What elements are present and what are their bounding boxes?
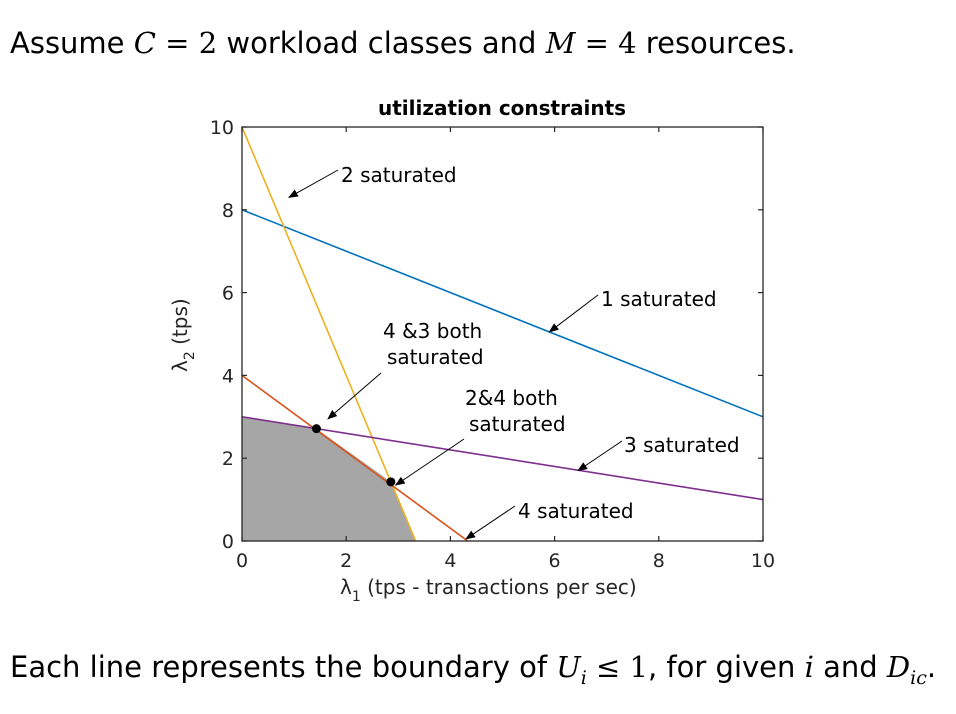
y-tick-label: 6 <box>222 283 234 305</box>
boundary-sentence: Each line represents the boundary of Ui … <box>10 650 937 689</box>
y-tick-label: 10 <box>210 117 234 139</box>
x-tick-label: 2 <box>340 550 352 572</box>
y-tick-label: 2 <box>222 448 234 470</box>
plot-frame <box>241 126 764 542</box>
annotation-text: 3 saturated <box>624 433 740 457</box>
annotation-arrow <box>465 505 516 540</box>
y-axis-label: λ2 (tps) <box>168 298 198 372</box>
annotation-arrow <box>548 294 599 333</box>
y-tick-label: 4 <box>222 365 234 387</box>
feasible-region <box>242 416 416 541</box>
ann-4-saturated: 4 saturated <box>465 499 634 540</box>
x-tick-label: 6 <box>549 550 561 572</box>
x-tick-label: 8 <box>653 550 665 572</box>
annotation-arrow <box>327 372 382 420</box>
annotation-text: 2 saturated <box>341 163 457 187</box>
x-axis-label: λ1 (tps - transactions per sec) <box>340 575 637 605</box>
ann-3-saturated: 3 saturated <box>577 433 740 472</box>
chart-title: utilization constraints <box>378 96 626 120</box>
y-tick-label: 8 <box>222 200 234 222</box>
annotation-text: 2&4 both <box>465 386 558 410</box>
constraint-line3 <box>242 416 763 501</box>
annotation-text: saturated <box>469 412 566 436</box>
x-tick-label: 10 <box>751 550 775 572</box>
constraint-line2 <box>242 127 417 541</box>
annotation-arrow <box>288 169 339 198</box>
ann-2-saturated: 2 saturated <box>288 163 457 198</box>
annotation-text: 1 saturated <box>601 287 717 311</box>
intersection-point <box>311 424 321 434</box>
intro-sentence: Assume C = 2 workload classes and M = 4 … <box>10 26 796 60</box>
annotation-text: 4 &3 both <box>383 319 482 343</box>
intersection-point <box>386 477 396 487</box>
annotation-arrow <box>577 440 623 472</box>
annotation-arrow <box>394 438 465 486</box>
constraint-line4 <box>242 374 469 541</box>
x-tick-label: 0 <box>236 550 248 572</box>
ann-1-saturated: 1 saturated <box>548 287 717 333</box>
y-tick-label: 0 <box>222 531 234 553</box>
x-tick-label: 4 <box>444 550 456 572</box>
annotation-text: saturated <box>387 345 484 369</box>
annotation-text: 4 saturated <box>518 499 634 523</box>
constraint-line1 <box>242 209 763 418</box>
